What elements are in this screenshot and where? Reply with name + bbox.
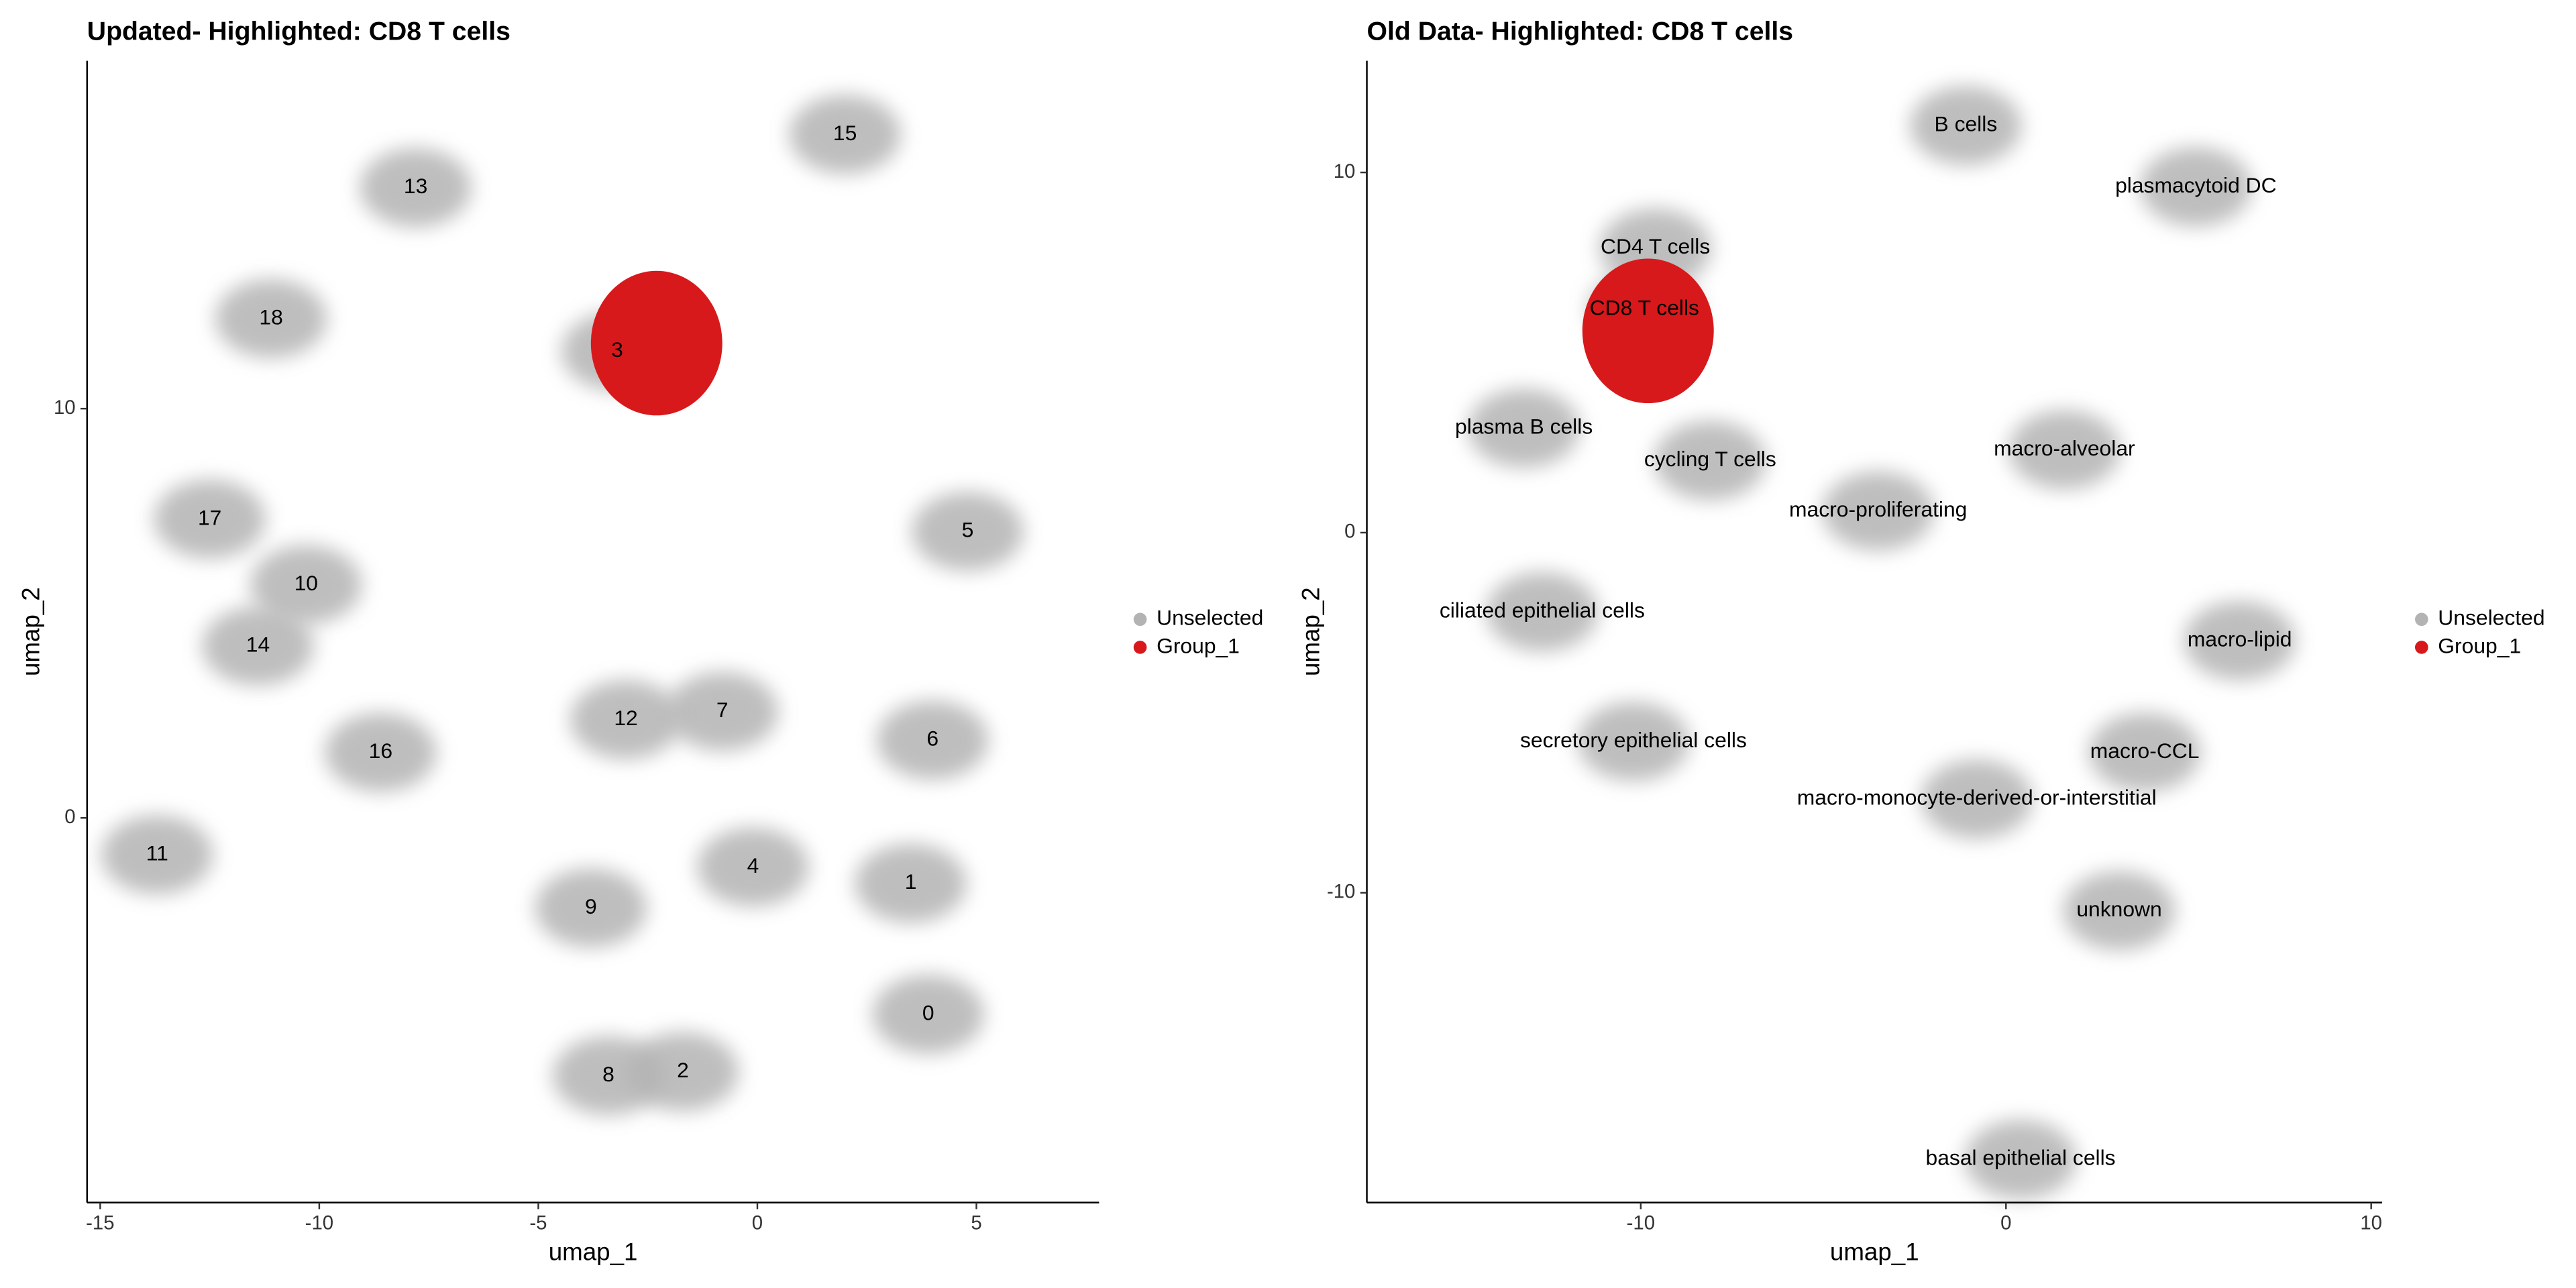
cell-cloud [1921, 759, 2033, 839]
x-tick-label: 10 [2360, 1212, 2382, 1234]
cluster-label: 7 [716, 698, 729, 722]
legend-label: Unselected [2438, 606, 2544, 630]
cluster-label: 2 [677, 1058, 689, 1082]
y-tick-label: 10 [54, 396, 76, 419]
y-tick-label: 10 [1334, 160, 1356, 182]
x-tick-label: 5 [971, 1212, 981, 1234]
x-tick-label: -10 [305, 1212, 333, 1234]
x-tick-label: -10 [1627, 1212, 1655, 1234]
legend-label: Unselected [1157, 606, 1263, 630]
cell-cloud [1964, 1120, 2077, 1199]
y-axis-title: umap_2 [1297, 587, 1324, 676]
cluster-label: 15 [833, 121, 857, 145]
cell-cloud [2063, 871, 2176, 951]
cell-cloud [202, 606, 314, 686]
cell-cloud [2088, 712, 2201, 792]
cluster-label: 9 [585, 894, 597, 918]
cell-cloud [535, 868, 647, 948]
legend-label: Group_1 [2438, 633, 2521, 657]
cluster-label: 1 [905, 869, 917, 894]
cell-cloud [2184, 601, 2296, 680]
cell-cloud [2008, 410, 2121, 490]
x-tick-label: -15 [86, 1212, 114, 1234]
cell-cloud [360, 148, 472, 227]
cluster-label: 8 [602, 1062, 614, 1086]
y-tick-label: -10 [1327, 881, 1355, 903]
cell-cloud [570, 680, 682, 759]
cell-cloud [1577, 702, 1690, 782]
cluster-label: cycling T cells [1644, 447, 1776, 471]
cell-cloud [101, 815, 213, 894]
x-axis-title: umap_1 [549, 1238, 638, 1265]
legend-swatch [1133, 612, 1147, 627]
cell-cloud [250, 545, 362, 625]
cluster-label: 4 [747, 853, 759, 877]
legend-swatch [2415, 641, 2428, 654]
cluster-label: 18 [259, 305, 282, 329]
y-tick-label: 0 [64, 806, 75, 828]
cluster-label: 13 [404, 174, 427, 198]
cluster-label: 3 [611, 337, 623, 362]
chart-title: Updated- Highlighted: CD8 T cells [87, 17, 511, 46]
cluster-label: 16 [369, 739, 392, 763]
cluster-label: basal epithelial cells [1926, 1146, 2116, 1170]
cell-cloud [666, 672, 778, 751]
cell-cloud [2140, 147, 2252, 227]
cluster-label: secretory epithelial cells [1520, 728, 1747, 752]
cluster-label: 17 [198, 505, 221, 529]
chart-title: Old Data- Highlighted: CD8 T cells [1367, 17, 1794, 46]
cell-cloud [789, 95, 901, 174]
cell-cloud [697, 827, 809, 907]
cell-cloud [876, 700, 989, 780]
cluster-label: macro-alveolar [1994, 436, 2135, 460]
cluster-label: CD4 T cells [1601, 234, 1710, 258]
cluster-label: unknown [2076, 897, 2161, 921]
cell-cloud [872, 975, 984, 1054]
y-axis-title: umap_2 [17, 587, 45, 676]
x-tick-label: 0 [2000, 1212, 2011, 1234]
cluster-label: ciliated epithelial cells [1440, 598, 1645, 623]
plot: Old Data- Highlighted: CD8 T cells B cell… [1297, 17, 2544, 1265]
cell-cloud [1822, 471, 1934, 551]
legend-swatch [1133, 641, 1147, 654]
legend-swatch [2415, 612, 2428, 627]
cell-cloud [912, 492, 1024, 571]
cell-cloud [1654, 421, 1766, 500]
cluster-label: 0 [922, 1000, 934, 1024]
x-tick-label: 0 [752, 1212, 763, 1234]
cluster-label: 6 [926, 727, 938, 751]
cluster-label: 11 [146, 841, 168, 865]
plot: Updated- Highlighted: CD8 T cells1513183… [17, 17, 1264, 1265]
cluster-label: 5 [962, 518, 974, 542]
cluster-label: macro-monocyte-derived-or-interstitial [1797, 786, 2157, 810]
cluster-label: macro-lipid [2188, 627, 2292, 651]
cluster-label: 12 [614, 706, 637, 730]
cluster-label: macro-proliferating [1789, 497, 1967, 521]
cell-cloud [855, 844, 967, 923]
cluster-label: macro-CCL [2090, 739, 2200, 763]
cell-cloud [552, 1036, 665, 1116]
cell-cloud [325, 712, 437, 792]
cluster-label: CD8 T cells [1590, 295, 1699, 319]
legend-label: Group_1 [1157, 633, 1240, 657]
highlight-cloud [590, 270, 722, 416]
cell-cloud [1468, 388, 1580, 468]
x-tick-label: -5 [529, 1212, 547, 1234]
cell-cloud [215, 279, 327, 358]
cell-cloud [1910, 86, 2022, 166]
cell-cloud [154, 480, 266, 559]
cluster-label: plasma B cells [1455, 415, 1593, 439]
cluster-label: 14 [246, 632, 270, 656]
y-tick-label: 0 [1344, 521, 1355, 543]
highlight-cloud [1582, 258, 1714, 404]
cell-cloud [1486, 572, 1599, 651]
x-axis-title: umap_1 [1830, 1238, 1919, 1265]
cluster-label: B cells [1935, 112, 1998, 136]
cluster-label: plasmacytoid DC [2115, 173, 2277, 197]
cluster-label: 10 [294, 571, 318, 595]
